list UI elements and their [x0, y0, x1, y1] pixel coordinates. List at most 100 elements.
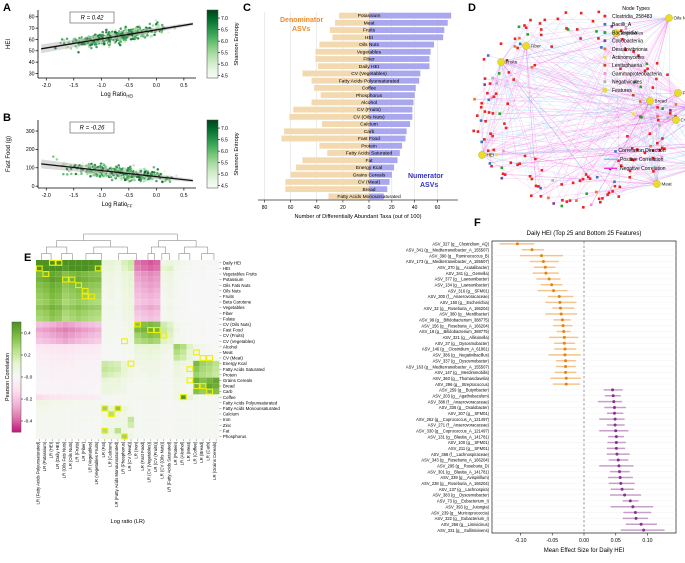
- heatmap-cell: [81, 288, 89, 294]
- heatmap-cell: [153, 299, 161, 305]
- heatmap-cell: [101, 304, 109, 311]
- heatmap-cell: [160, 332, 167, 339]
- svg-text:ASVs: ASVs: [292, 26, 310, 33]
- heatmap-cell: [153, 433, 161, 440]
- heatmap-cell: [121, 400, 128, 406]
- heatmap-cell: [206, 310, 213, 316]
- heatmap-cell: [114, 405, 122, 412]
- heatmap-cell: [160, 411, 167, 417]
- heatmap-cell: [199, 400, 207, 406]
- network-edges: [473, 11, 685, 208]
- feature-label: ASV_321 (g__Allisonella): [443, 335, 490, 340]
- heatmap-cell: [62, 349, 69, 356]
- heatmap-cell: [68, 344, 76, 350]
- heatmap-cell: [212, 377, 220, 384]
- heatmap-cell: [68, 349, 76, 356]
- heatmap-cell: [212, 316, 220, 322]
- svg-text:-2.0: -2.0: [42, 193, 51, 199]
- svg-text:6.5: 6.5: [221, 27, 228, 33]
- highlighted-cell: [199, 383, 207, 389]
- heatmap-cell: [62, 316, 69, 322]
- heatmap-cell: [167, 349, 174, 356]
- heatmap-cell: [114, 428, 122, 434]
- heatmap-cell: [55, 360, 63, 367]
- legend-label: Desulfovibrionia: [612, 47, 648, 53]
- heatmap-cell: [186, 304, 194, 311]
- legend-swatch: [603, 31, 607, 34]
- column-label: LR (Fatty Acids Saturated): [166, 441, 171, 492]
- heatmap-cell: [81, 304, 89, 311]
- feature-label: ASV_337 (g__Dysosmobacter): [433, 358, 490, 363]
- heatmap-cell: [75, 377, 82, 384]
- panel-f: ASV_327 (g__Clostridium_AQ) ASV_341 (g__M…: [400, 215, 685, 563]
- heatmap-cell: [108, 316, 115, 322]
- heatmap-cell: [75, 433, 82, 440]
- feature-node: [478, 151, 486, 159]
- row-label: Vegetables: [223, 305, 246, 310]
- bar-denominator: [327, 150, 369, 156]
- heatmap-cell: [167, 276, 174, 283]
- heatmap-cell: [121, 372, 128, 378]
- svg-text:20: 20: [340, 205, 346, 211]
- heatmap-cell: [153, 332, 161, 339]
- heatmap-cell: [199, 383, 207, 389]
- feature-label: ASV_73 (g__Eubacterium_I): [437, 499, 490, 504]
- heatmap-cell: [101, 422, 109, 428]
- heatmap-cell: [173, 416, 181, 423]
- heatmap-cell: [199, 388, 207, 395]
- bar-label: Protein: [361, 143, 377, 149]
- heatmap-cell: [186, 422, 194, 428]
- svg-text:0.5: 0.5: [180, 83, 187, 89]
- heatmap-cell: [127, 327, 135, 333]
- heatmap-cell: [101, 276, 109, 283]
- heatmap-cell: [173, 288, 181, 294]
- effect-point: [611, 394, 615, 398]
- heatmap-cell: [81, 293, 89, 300]
- svg-text:5.5: 5.5: [221, 160, 228, 166]
- heatmap-cell: [212, 310, 220, 316]
- heatmap-cell: [55, 310, 63, 316]
- heatmap-cell: [160, 360, 167, 367]
- heatmap-cell: [127, 372, 135, 378]
- heatmap-cell: [108, 327, 115, 333]
- heatmap-cell: [127, 383, 135, 389]
- effect-point: [561, 324, 565, 328]
- heatmap-cell: [121, 316, 128, 322]
- heatmap-cell: [199, 316, 207, 322]
- heatmap-cell: [140, 276, 148, 283]
- bar-numerator: [369, 19, 448, 26]
- legend-swatch: [602, 87, 608, 93]
- heatmap-cell: [114, 422, 122, 428]
- effect-point: [611, 388, 615, 392]
- feature-node: [612, 29, 620, 37]
- panel-c-label: C: [243, 2, 251, 14]
- heatmap-cell: [153, 394, 161, 400]
- bar-denominator: [285, 186, 369, 193]
- bar-label: Bread: [362, 187, 375, 193]
- heatmap-cell: [101, 310, 109, 316]
- feature-label: ASV_390 (g__Ruminococcus_B): [429, 253, 489, 258]
- heatmap-cell: [212, 383, 220, 389]
- heatmap-cell: [186, 416, 194, 423]
- heatmap-cell: [127, 299, 135, 305]
- heatmap-cell: [81, 338, 89, 344]
- row-label: Fatty Acids Monounsaturated: [223, 406, 280, 411]
- heatmap-cell: [153, 366, 161, 372]
- heatmap-cell: [101, 400, 109, 406]
- heatmap-cell: [62, 394, 69, 400]
- bar-denominator: [284, 128, 369, 135]
- effect-point: [620, 487, 624, 491]
- heatmap-cell: [212, 332, 220, 339]
- heatmap-cell: [42, 355, 50, 361]
- heatmap-cell: [42, 327, 50, 333]
- heatmap-cell: [68, 411, 76, 417]
- svg-text:300: 300: [26, 129, 35, 135]
- heatmap-cell: [75, 282, 82, 288]
- heatmap-cell: [42, 388, 50, 395]
- heatmap-cell: [94, 400, 102, 406]
- heatmap-cell: [193, 293, 200, 300]
- effect-point: [550, 283, 554, 287]
- heatmap-cell: [94, 377, 102, 384]
- column-label: LR (CV (Meat)): [127, 441, 132, 471]
- effect-point: [634, 516, 638, 520]
